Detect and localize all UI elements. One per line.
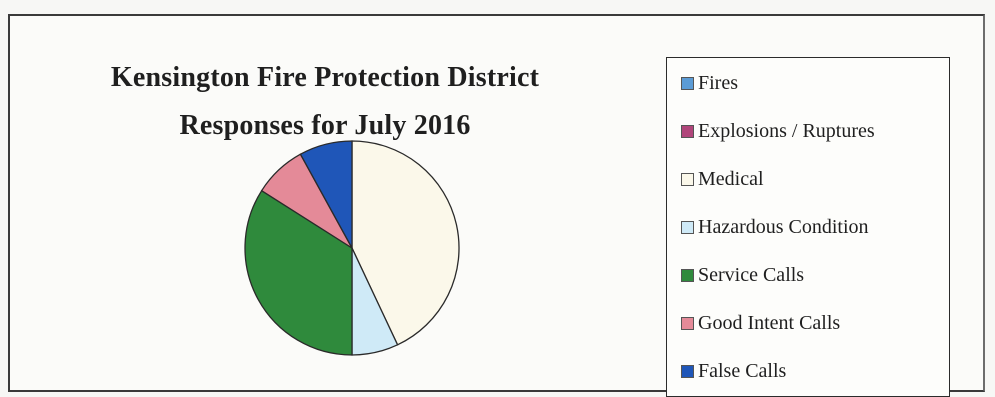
legend-item-medical: Medical — [681, 164, 764, 194]
chart-title-line-1: Kensington Fire Protection District — [110, 62, 540, 93]
legend-item-hazardous: Hazardous Condition — [681, 212, 869, 242]
legend-label-explosions: Explosions / Ruptures — [698, 119, 875, 142]
legend-label-medical: Medical — [698, 167, 764, 190]
legend-swatch-medical — [681, 172, 694, 186]
pie-slice-false-calls — [299, 140, 353, 249]
legend-label-hazardous: Hazardous Condition — [698, 215, 869, 238]
legend-swatch-good-intent — [681, 316, 694, 330]
legend-item-good-intent: Good Intent Calls — [681, 308, 840, 338]
chart-legend: Fires Explosions / Ruptures Medical Haza… — [666, 57, 950, 397]
legend-item-explosions: Explosions / Ruptures — [681, 116, 875, 146]
legend-label-service: Service Calls — [698, 263, 805, 286]
legend-swatch-fires — [681, 76, 694, 90]
legend-item-fires: Fires — [681, 68, 738, 98]
legend-label-false-calls: False Calls — [698, 359, 787, 382]
legend-swatch-false-calls — [681, 364, 694, 378]
legend-item-service: Service Calls — [681, 260, 804, 290]
legend-label-good-intent: Good Intent Calls — [698, 311, 841, 334]
chart-title: Kensington Fire Protection District Resp… — [40, 54, 610, 150]
legend-swatch-explosions — [681, 124, 694, 138]
legend-swatch-service — [681, 268, 694, 282]
legend-item-false-calls: False Calls — [681, 356, 786, 386]
pie-slice-medical — [351, 140, 460, 346]
chart-title-line-2: Responses for July 2016 — [179, 110, 471, 141]
legend-label-fires: Fires — [698, 71, 738, 94]
chart-frame: Kensington Fire Protection District Resp… — [8, 14, 985, 397]
legend-swatch-hazardous — [681, 220, 694, 234]
